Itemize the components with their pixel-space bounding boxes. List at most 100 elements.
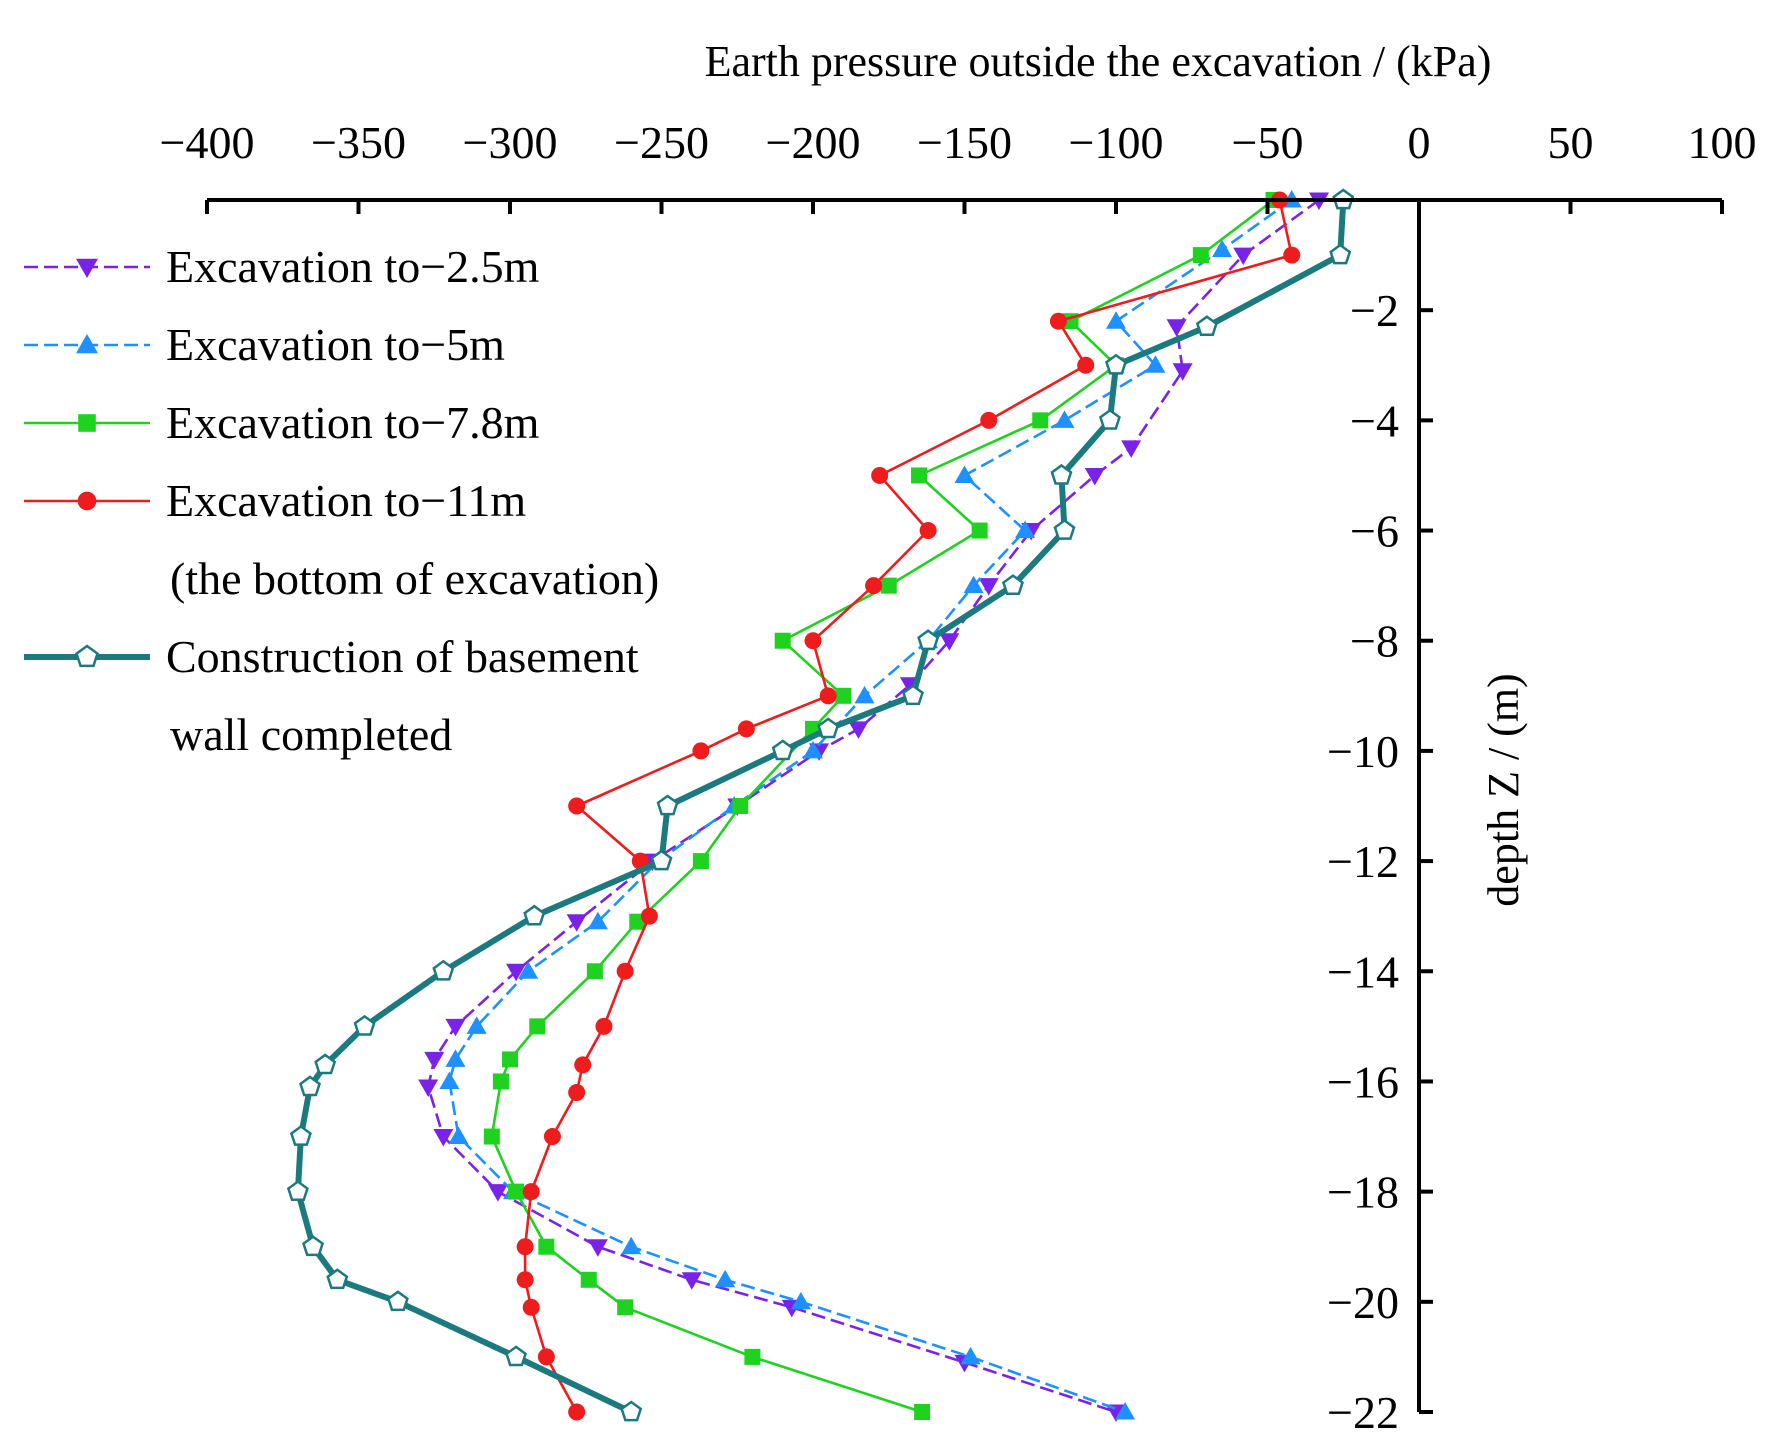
data-point [1084,467,1105,486]
y-tick-label: −4 [1350,395,1399,446]
y-tick-label: −22 [1327,1387,1399,1438]
data-point [586,963,603,980]
legend-label: Excavation to−2.5m [166,241,540,292]
data-point [1077,356,1095,374]
data-point [1049,312,1067,330]
x-tick-label: −150 [917,117,1012,168]
data-point [774,632,791,649]
data-point [1115,1402,1136,1420]
data-point [439,1071,460,1089]
data-point [911,467,928,484]
series-line [490,198,1275,1414]
data-point [537,1348,555,1366]
series-1 [418,192,1330,1422]
data-point [1121,440,1142,458]
legend-item-1: Excavation to−2.5m [24,241,540,292]
data-point [516,1238,534,1256]
data-point [771,739,794,761]
data-point [418,1079,439,1097]
data-point [980,411,998,429]
data-point [917,629,940,651]
data-point [1053,519,1076,540]
data-point [650,849,673,871]
data-point [432,959,455,981]
data-point [1195,315,1218,337]
data-point [568,797,586,815]
legend-item-3: Excavation to−7.8m [24,397,540,448]
data-point [286,1180,309,1201]
data-point [1192,247,1209,264]
data-point [803,740,823,759]
data-point [732,798,749,814]
data-point [466,1016,487,1034]
data-point [566,914,587,932]
data-point [1166,319,1187,337]
data-point [960,1346,981,1365]
data-point [790,1291,811,1310]
data-point [919,522,937,540]
y-tick-label: −16 [1327,1056,1399,1107]
data-point [302,1235,325,1257]
data-point [492,1073,509,1090]
legend-label: Construction of basement [166,631,639,682]
data-point [424,1051,445,1070]
data-point [502,1051,518,1068]
data-point [865,577,883,595]
data-point [483,1128,500,1145]
data-point [1106,311,1126,329]
y-tick-label: −12 [1327,836,1399,887]
data-point [386,1290,409,1312]
y-tick-label: −6 [1350,506,1399,557]
data-point [353,1014,376,1036]
data-point [448,1126,469,1145]
data-point [522,1298,540,1316]
data-point [595,1017,613,1035]
data-point [487,1184,508,1202]
legend-marker [75,644,99,668]
data-point [523,904,546,926]
data-point [954,465,975,483]
data-point [522,1183,540,1201]
data-point [978,578,999,596]
data-point [543,1128,561,1146]
y-tick-label: −8 [1350,616,1399,667]
data-point [871,466,889,484]
data-point [744,1348,761,1365]
legend-label-continued: (the bottom of excavation) [170,553,659,604]
data-point [529,1018,546,1035]
data-point [445,1018,466,1037]
data-point [1032,412,1049,429]
y-tick-label: −2 [1350,285,1399,336]
data-point [640,907,658,925]
data-point [433,1129,454,1147]
legend-label: Excavation to−5m [166,319,505,370]
series-3 [483,192,1282,1420]
data-point [326,1268,349,1290]
y-tick-label: −14 [1327,946,1399,997]
series-4 [516,191,1301,1421]
data-point [715,1269,736,1288]
data-point [508,1183,525,1200]
data-point [518,961,539,979]
x-tick-label: −200 [766,117,861,168]
data-point [299,1075,322,1097]
data-point [1283,246,1301,264]
data-point [1233,247,1254,266]
data-point [1001,574,1024,595]
data-point [314,1053,337,1075]
plot-area [286,188,1355,1422]
data-point [817,717,840,739]
series-line [294,199,1347,1415]
data-point [737,720,755,738]
data-point [656,794,679,816]
data-point [963,575,984,594]
series-line [523,199,1293,1413]
data-point [1105,353,1127,375]
data-point [516,1271,534,1289]
data-point [568,1403,586,1421]
data-point [835,687,852,704]
y-tick-label: −18 [1327,1167,1399,1218]
y-ticks: −2 −4 −6 −8 −10 −12 −14 −16 −18 −20 −22 [1327,285,1433,1438]
data-point [1050,463,1073,485]
